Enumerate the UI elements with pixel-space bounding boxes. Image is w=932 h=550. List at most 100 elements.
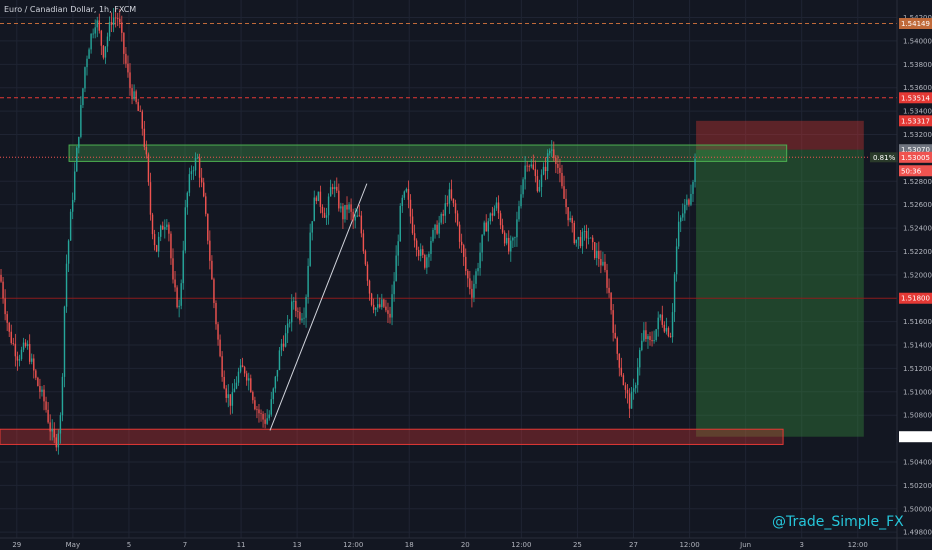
candle-body: [188, 174, 191, 193]
candle-body: [469, 278, 471, 289]
candle-body: [634, 385, 637, 389]
candle-body: [239, 365, 242, 372]
candle-body: [503, 232, 506, 244]
candle-body: [641, 340, 643, 351]
x-tick-label: 5: [127, 541, 131, 549]
candle-body: [168, 224, 170, 234]
candle-body: [16, 356, 19, 361]
candle-body: [419, 249, 422, 256]
candle-body: [2, 281, 4, 299]
candle-body: [119, 18, 121, 23]
candle-body: [520, 194, 522, 207]
price-badge-label: 50:36: [901, 167, 922, 175]
candle-body: [446, 203, 449, 205]
candle-body: [581, 231, 584, 247]
candle-body: [26, 344, 29, 347]
price-badge-label: 1.53005: [901, 154, 930, 162]
candle-body: [499, 213, 502, 226]
candle-body: [127, 63, 129, 73]
candle-body: [258, 409, 260, 414]
candle-body: [614, 332, 616, 339]
candle-body: [319, 191, 322, 207]
candle-body: [180, 283, 182, 306]
candle-body: [237, 371, 240, 383]
candle-body: [493, 208, 496, 216]
candle-body: [309, 232, 311, 266]
candle-body: [571, 218, 573, 223]
candle-body: [530, 164, 532, 167]
candle-body: [364, 251, 367, 265]
candle-body: [47, 409, 49, 423]
candle-body: [100, 30, 103, 46]
candle-body: [209, 240, 211, 261]
candle-body: [368, 280, 371, 294]
candle-body: [61, 376, 64, 416]
candle-body: [598, 250, 600, 260]
candle-body: [41, 389, 43, 392]
candle-body: [329, 187, 332, 197]
candle-body: [591, 237, 594, 243]
candle-body: [391, 294, 393, 318]
candle-body: [223, 376, 225, 389]
candle-body: [399, 205, 401, 242]
candle-body: [565, 198, 567, 208]
candle-body: [74, 171, 76, 200]
candle-body: [442, 214, 444, 216]
candle-body: [344, 205, 346, 220]
y-tick-label: 1.52400: [903, 225, 932, 233]
candle-body: [67, 240, 70, 264]
candle-body: [0, 274, 2, 282]
candle-body: [121, 22, 123, 33]
candle-body: [76, 147, 78, 172]
candle-body: [65, 263, 68, 307]
candle-body: [231, 392, 234, 406]
candle-body: [159, 225, 162, 237]
x-tick-label: 12:00: [343, 541, 363, 549]
y-tick-label: 1.49800: [903, 529, 932, 537]
candle-body: [217, 324, 219, 340]
y-tick-label: 1.51200: [903, 365, 932, 373]
candle-body: [555, 157, 557, 164]
candle-body: [389, 313, 391, 318]
candle-body: [331, 187, 334, 190]
candle-body: [526, 165, 528, 167]
candles-layer: [0, 7, 696, 455]
candle-body: [24, 342, 27, 347]
candle-body: [579, 237, 582, 247]
candle-body: [96, 20, 98, 28]
y-tick-label: 1.53200: [903, 131, 932, 139]
candle-body: [462, 245, 465, 257]
candle-body: [243, 367, 246, 374]
candle-body: [626, 389, 629, 394]
candle-body: [106, 36, 109, 47]
y-tick-label: 1.52200: [903, 248, 932, 256]
candle-body: [651, 340, 653, 342]
zones-layer: [0, 120, 864, 445]
candle-body: [356, 215, 358, 217]
x-tick-label: 3: [799, 541, 803, 549]
candle-body: [491, 213, 494, 216]
candle-body: [487, 221, 489, 232]
candle-body: [510, 240, 512, 252]
candle-body: [207, 213, 209, 241]
candle-body: [63, 306, 66, 377]
candle-body: [516, 219, 518, 238]
candle-body: [618, 353, 621, 368]
candle-body: [59, 415, 62, 434]
candle-body: [512, 237, 514, 241]
candle-body: [428, 253, 430, 258]
candle-body: [667, 328, 670, 337]
candle-body: [135, 91, 137, 103]
candle-body: [663, 324, 666, 332]
candle-body: [346, 205, 348, 210]
price-badge-label: 1.53514: [901, 94, 930, 102]
candle-body: [434, 224, 436, 230]
candle-body: [395, 255, 397, 282]
candle-body: [544, 166, 547, 172]
candle-body: [532, 164, 535, 170]
candle-body: [205, 196, 207, 214]
candle-body: [522, 179, 524, 195]
candle-body: [131, 88, 133, 100]
